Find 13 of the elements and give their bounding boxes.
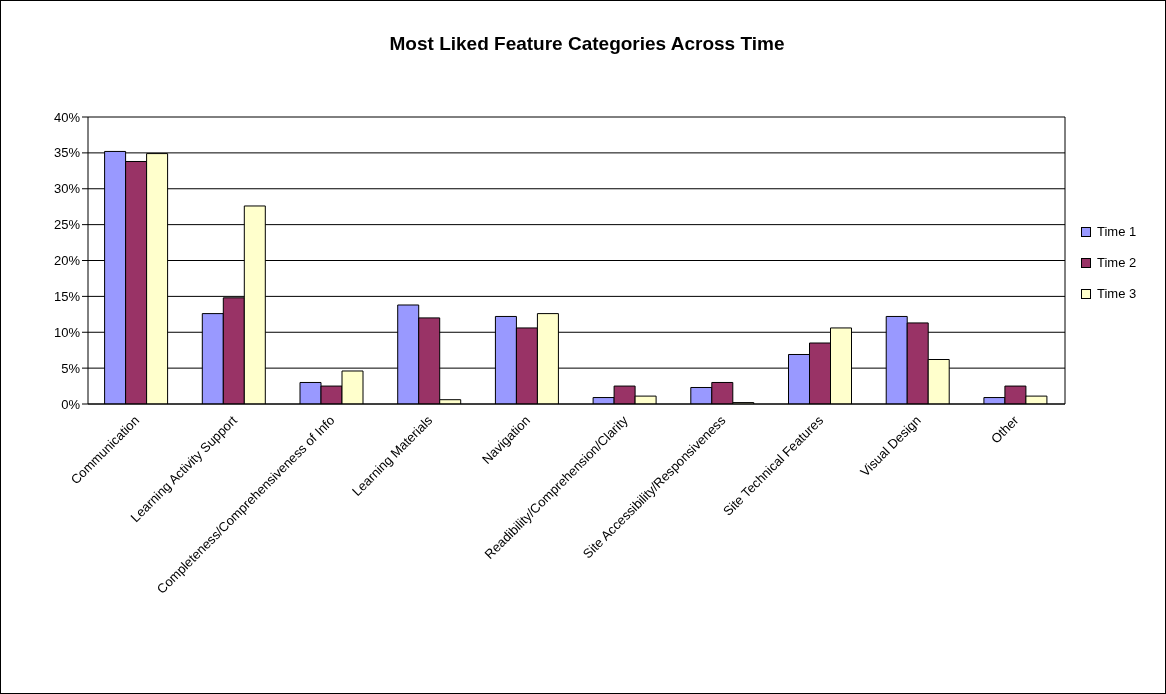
y-tick-label: 20% bbox=[53, 253, 81, 269]
y-tick-label: 25% bbox=[53, 217, 81, 233]
y-tick-label: 40% bbox=[53, 109, 81, 125]
y-tick-label: 5% bbox=[61, 360, 81, 376]
y-tick-label: 30% bbox=[53, 181, 81, 197]
y-tick-label: 0% bbox=[61, 396, 81, 412]
y-tick-label: 10% bbox=[53, 324, 81, 340]
legend-label: Time 1 bbox=[1097, 224, 1137, 239]
y-tick-label: 15% bbox=[53, 288, 81, 304]
legend-label: Time 3 bbox=[1097, 286, 1137, 301]
y-tick-label: 35% bbox=[53, 145, 81, 161]
chart-title: Most Liked Feature Categories Across Time bbox=[388, 33, 786, 55]
legend-label: Time 2 bbox=[1097, 255, 1137, 270]
